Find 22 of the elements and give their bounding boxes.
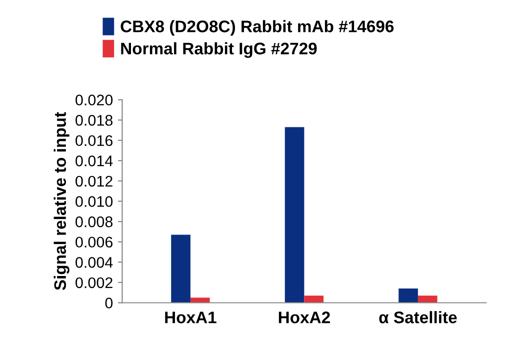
y-tick-label: 0.012 [76, 176, 112, 187]
bar [398, 288, 418, 303]
y-axis-title: Signal relative to input [54, 112, 70, 290]
bar [418, 296, 438, 303]
y-tick-label: 0.014 [76, 156, 113, 166]
legend-label: Normal Rabbit IgG #2729 [121, 42, 317, 58]
y-tick-label: 0.010 [76, 196, 113, 207]
y-tick-label: 0 [105, 298, 113, 308]
y-tick-label: 0.004 [76, 257, 113, 268]
x-tick-label: HoxA1 [165, 312, 216, 324]
legend-label: CBX8 (D2O8C) Rabbit mAb #14696 [120, 20, 394, 36]
y-tick-label: 0.002 [76, 277, 112, 288]
x-tick-label: HoxA2 [278, 312, 330, 324]
y-tick-label: 0.016 [76, 135, 113, 146]
bar [284, 127, 304, 303]
x-tick-label: α Satellite [379, 311, 457, 324]
y-tick-label: 0.018 [76, 114, 113, 126]
bar [304, 296, 324, 303]
y-tick-label: 0.006 [76, 236, 113, 248]
y-tick-label: 0.008 [76, 216, 113, 228]
y-tick-label: 0.020 [76, 94, 113, 106]
bar [171, 234, 190, 303]
